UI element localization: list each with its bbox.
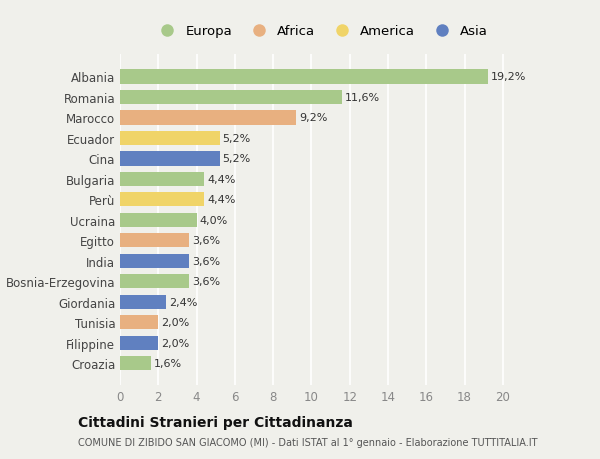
- Text: 3,6%: 3,6%: [192, 236, 220, 246]
- Bar: [120, 254, 189, 269]
- Bar: [120, 295, 166, 309]
- Bar: [120, 213, 197, 228]
- Text: 1,6%: 1,6%: [154, 358, 182, 369]
- Bar: [120, 315, 158, 330]
- Text: 2,0%: 2,0%: [161, 338, 190, 348]
- Text: 5,2%: 5,2%: [223, 134, 251, 144]
- Bar: [120, 234, 189, 248]
- Bar: [120, 172, 204, 187]
- Bar: [120, 336, 158, 350]
- Bar: [120, 131, 220, 146]
- Legend: Europa, Africa, America, Asia: Europa, Africa, America, Asia: [154, 25, 488, 38]
- Text: 2,0%: 2,0%: [161, 318, 190, 328]
- Text: 2,4%: 2,4%: [169, 297, 197, 307]
- Text: 3,6%: 3,6%: [192, 256, 220, 266]
- Bar: [120, 274, 189, 289]
- Text: 19,2%: 19,2%: [490, 72, 526, 82]
- Text: 5,2%: 5,2%: [223, 154, 251, 164]
- Bar: [120, 193, 204, 207]
- Text: 4,4%: 4,4%: [207, 195, 235, 205]
- Text: 11,6%: 11,6%: [345, 93, 380, 103]
- Text: 9,2%: 9,2%: [299, 113, 328, 123]
- Bar: [120, 70, 488, 84]
- Bar: [120, 152, 220, 166]
- Bar: [120, 356, 151, 370]
- Text: 4,0%: 4,0%: [199, 215, 227, 225]
- Bar: [120, 111, 296, 125]
- Text: Cittadini Stranieri per Cittadinanza: Cittadini Stranieri per Cittadinanza: [78, 415, 353, 429]
- Bar: [120, 90, 342, 105]
- Text: 3,6%: 3,6%: [192, 277, 220, 286]
- Text: COMUNE DI ZIBIDO SAN GIACOMO (MI) - Dati ISTAT al 1° gennaio - Elaborazione TUTT: COMUNE DI ZIBIDO SAN GIACOMO (MI) - Dati…: [78, 437, 538, 447]
- Text: 4,4%: 4,4%: [207, 174, 235, 185]
